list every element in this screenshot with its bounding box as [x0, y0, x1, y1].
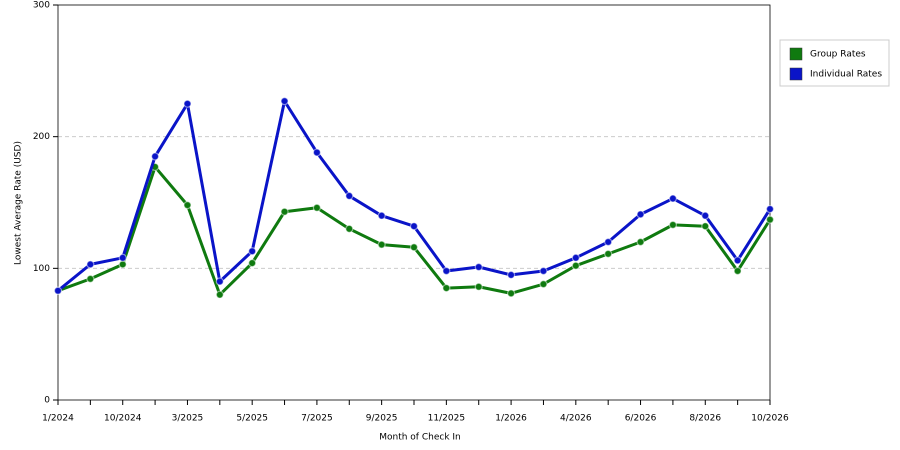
data-point — [668, 220, 678, 229]
data-point — [765, 215, 775, 224]
data-point — [733, 256, 742, 265]
data-point — [765, 204, 775, 214]
x-axis-label: Month of Check In — [379, 433, 461, 443]
data-point — [86, 260, 95, 269]
data-point — [248, 247, 257, 256]
data-point — [442, 283, 451, 293]
data-point — [668, 194, 678, 203]
y-tick-label: 300 — [33, 1, 50, 11]
data-point — [636, 237, 645, 247]
data-point — [215, 290, 224, 299]
data-point — [409, 243, 419, 252]
y-tick-label: 200 — [33, 132, 50, 142]
data-point — [506, 289, 516, 298]
y-tick-label: 100 — [33, 264, 50, 274]
x-tick-label: 4/2026 — [560, 414, 592, 424]
legend-swatch — [789, 67, 803, 81]
x-tick-label: 5/2025 — [236, 414, 268, 424]
data-point — [506, 270, 516, 280]
data-point — [183, 201, 192, 210]
data-point — [701, 222, 710, 231]
data-point — [312, 148, 322, 157]
data-point — [86, 274, 95, 283]
data-point — [377, 211, 386, 220]
x-tick-label: 9/2025 — [366, 414, 398, 424]
data-point — [571, 261, 580, 270]
data-point — [571, 253, 580, 262]
legend-label: Group Rates — [810, 50, 866, 60]
data-point — [248, 258, 257, 268]
data-point — [604, 249, 613, 258]
x-tick-label: 8/2026 — [689, 414, 721, 424]
data-point — [280, 97, 289, 106]
data-point — [539, 280, 548, 289]
data-point — [409, 222, 419, 231]
x-tick-label: 11/2025 — [428, 414, 465, 424]
data-point — [539, 266, 548, 276]
data-point — [377, 240, 386, 249]
series-line — [57, 165, 772, 297]
x-tick-label: 10/2024 — [104, 414, 142, 424]
data-point — [604, 237, 613, 247]
data-point — [150, 152, 160, 161]
y-axis-label: Lowest Average Rate (USD) — [14, 141, 24, 265]
data-point — [636, 210, 645, 219]
legend-swatch — [789, 47, 803, 61]
data-point — [312, 203, 322, 212]
data-point — [474, 262, 483, 272]
data-point — [701, 211, 710, 220]
data-point — [183, 99, 192, 108]
x-tick-label: 1/2026 — [495, 414, 527, 424]
data-point — [118, 253, 127, 262]
x-tick-label: 10/2026 — [751, 414, 789, 424]
data-point — [733, 266, 742, 276]
x-tick-label: 6/2026 — [625, 414, 657, 424]
data-point — [53, 286, 63, 295]
data-point — [118, 260, 127, 269]
series-line — [57, 99, 772, 292]
data-point — [345, 224, 354, 233]
data-point — [280, 207, 289, 216]
y-tick-label: 0 — [44, 396, 50, 406]
x-tick-label: 7/2025 — [301, 414, 333, 424]
data-point — [442, 266, 451, 276]
data-point — [345, 191, 354, 201]
data-point — [215, 277, 224, 286]
legend-label: Individual Rates — [810, 70, 882, 80]
x-tick-label: 1/2024 — [42, 414, 74, 424]
data-point — [474, 282, 483, 291]
x-tick-label: 3/2025 — [172, 414, 204, 424]
